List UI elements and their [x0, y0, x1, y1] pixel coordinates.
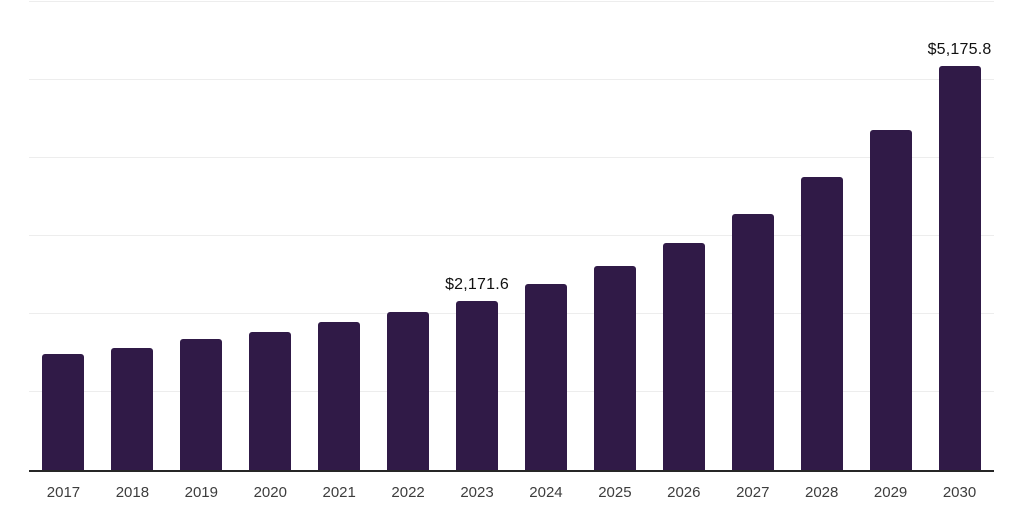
bar-2024: [524, 283, 567, 470]
x-tick-2026: 2026: [667, 484, 701, 501]
bar-2029: [869, 129, 912, 470]
data-label-2030: $5,175.8: [927, 41, 992, 59]
bar-2030: [938, 66, 981, 470]
bar-2026: [662, 243, 705, 470]
gridline-3000: [29, 235, 994, 236]
gridline-1000: [29, 391, 994, 392]
x-tick-2022: 2022: [391, 484, 425, 501]
bar-2025: [593, 266, 636, 470]
x-tick-2023: 2023: [460, 484, 494, 501]
x-tick-2029: 2029: [873, 484, 908, 501]
gridline-6000: [29, 1, 994, 2]
gridline-4000: [29, 157, 994, 158]
bar-2023: [456, 300, 499, 470]
bar-2028: [800, 177, 843, 470]
bar-2022: [387, 311, 430, 470]
bar-2027: [731, 213, 774, 470]
gridline-5000: [29, 79, 994, 80]
x-tick-2020: 2020: [253, 484, 287, 501]
x-tick-2021: 2021: [322, 484, 356, 501]
bar-2021: [318, 321, 361, 470]
x-tick-2019: 2019: [184, 484, 218, 501]
x-tick-2027: 2027: [736, 484, 770, 501]
x-axis-line: [29, 470, 994, 472]
x-tick-2025: 2025: [598, 484, 632, 501]
bar-2018: [111, 347, 154, 470]
x-tick-2018: 2018: [115, 484, 150, 501]
x-tick-2017: 2017: [46, 484, 81, 501]
data-label-2023: $2,171.6: [445, 275, 509, 293]
plot-area: $2,171.6 $5,175.8: [29, 1, 994, 470]
bar-2020: [249, 331, 292, 470]
x-axis-tick-labels: 2017 2018 2019 2020 2021 2022 2023 2024 2025 2026…: [29, 485, 994, 505]
x-tick-2028: 2028: [804, 484, 839, 501]
gridline-2000: [29, 313, 994, 314]
x-tick-2030: 2030: [942, 484, 977, 501]
bar-2017: [42, 353, 85, 470]
x-tick-2024: 2024: [529, 484, 563, 501]
bar-2019: [180, 338, 223, 470]
